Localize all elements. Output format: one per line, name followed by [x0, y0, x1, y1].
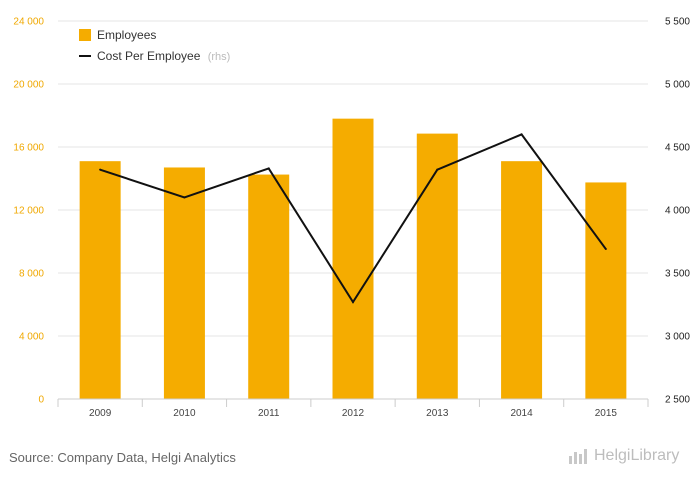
bar-employees-2014: [501, 161, 543, 399]
x-tick-label-2014: 2014: [510, 408, 533, 419]
point-cost-per-employee-2015: [604, 248, 607, 251]
bar-employees-2015: [585, 182, 627, 399]
point-cost-per-employee-2014: [520, 133, 523, 136]
y-left-tick-label: 24 000: [13, 17, 44, 28]
bar-employees-2012: [332, 118, 374, 400]
x-tick-label-2015: 2015: [595, 408, 618, 419]
point-cost-per-employee-2009: [99, 168, 102, 171]
y-right-tick-label: 2 500: [665, 395, 690, 406]
y-left-tick-label: 16 000: [13, 143, 44, 154]
y-right-tick-label: 3 000: [665, 332, 690, 343]
bar-employees-2010: [163, 167, 205, 399]
bar-employees-2013: [416, 133, 458, 400]
axes: 0 4 000 8 000 12 000 16 000 20 000 24 000 2 500…: [13, 17, 690, 420]
legend-label-cost-per-employee: Cost Per Employee (rhs): [97, 49, 230, 63]
legend-swatch-employees: [79, 29, 91, 41]
y-right-tick-label: 4 500: [665, 143, 690, 154]
x-tick-label-2011: 2011: [258, 408, 280, 419]
y-left-tick-label: 8 000: [19, 269, 44, 280]
y-left-tick-label: 20 000: [13, 80, 44, 91]
y-right-tick-label: 3 500: [665, 269, 690, 280]
x-tick-label-2010: 2010: [173, 408, 196, 419]
logo-text: HelgiLibrary: [594, 447, 680, 464]
helgi-library-logo: HelgiLibrary: [568, 447, 679, 465]
point-cost-per-employee-2010: [183, 196, 186, 199]
y-right-tick-label: 5 000: [665, 80, 690, 91]
point-cost-per-employee-2012: [352, 300, 354, 303]
x-tick-label-2013: 2013: [426, 408, 449, 419]
bar-employees-2009: [79, 161, 121, 399]
bar-employees-2011: [248, 174, 290, 399]
x-tick-label-2012: 2012: [342, 408, 365, 419]
x-tick-label-2009: 2009: [89, 408, 112, 419]
y-right-tick-label: 5 500: [665, 17, 690, 28]
y-left-tick-label: 4 000: [19, 332, 44, 343]
bar-chart-logo-icon: [569, 449, 587, 464]
y-right-tick-label: 4 000: [665, 206, 690, 217]
point-cost-per-employee-2011: [267, 167, 270, 170]
legend-rhs-note: (rhs): [208, 51, 231, 63]
point-cost-per-employee-2013: [436, 168, 439, 171]
employees-bars: [79, 118, 627, 400]
legend-label-cost-per-employee-text: Cost Per Employee: [97, 49, 201, 63]
source-note: Source: Company Data, Helgi Analytics: [9, 450, 236, 465]
y-left-tick-label: 12 000: [13, 206, 44, 217]
y-left-tick-label: 0: [38, 395, 44, 406]
cost-per-employee-line-group: [99, 133, 607, 304]
legend: Employees Cost Per Employee (rhs): [79, 28, 230, 63]
legend-label-employees: Employees: [97, 28, 156, 42]
